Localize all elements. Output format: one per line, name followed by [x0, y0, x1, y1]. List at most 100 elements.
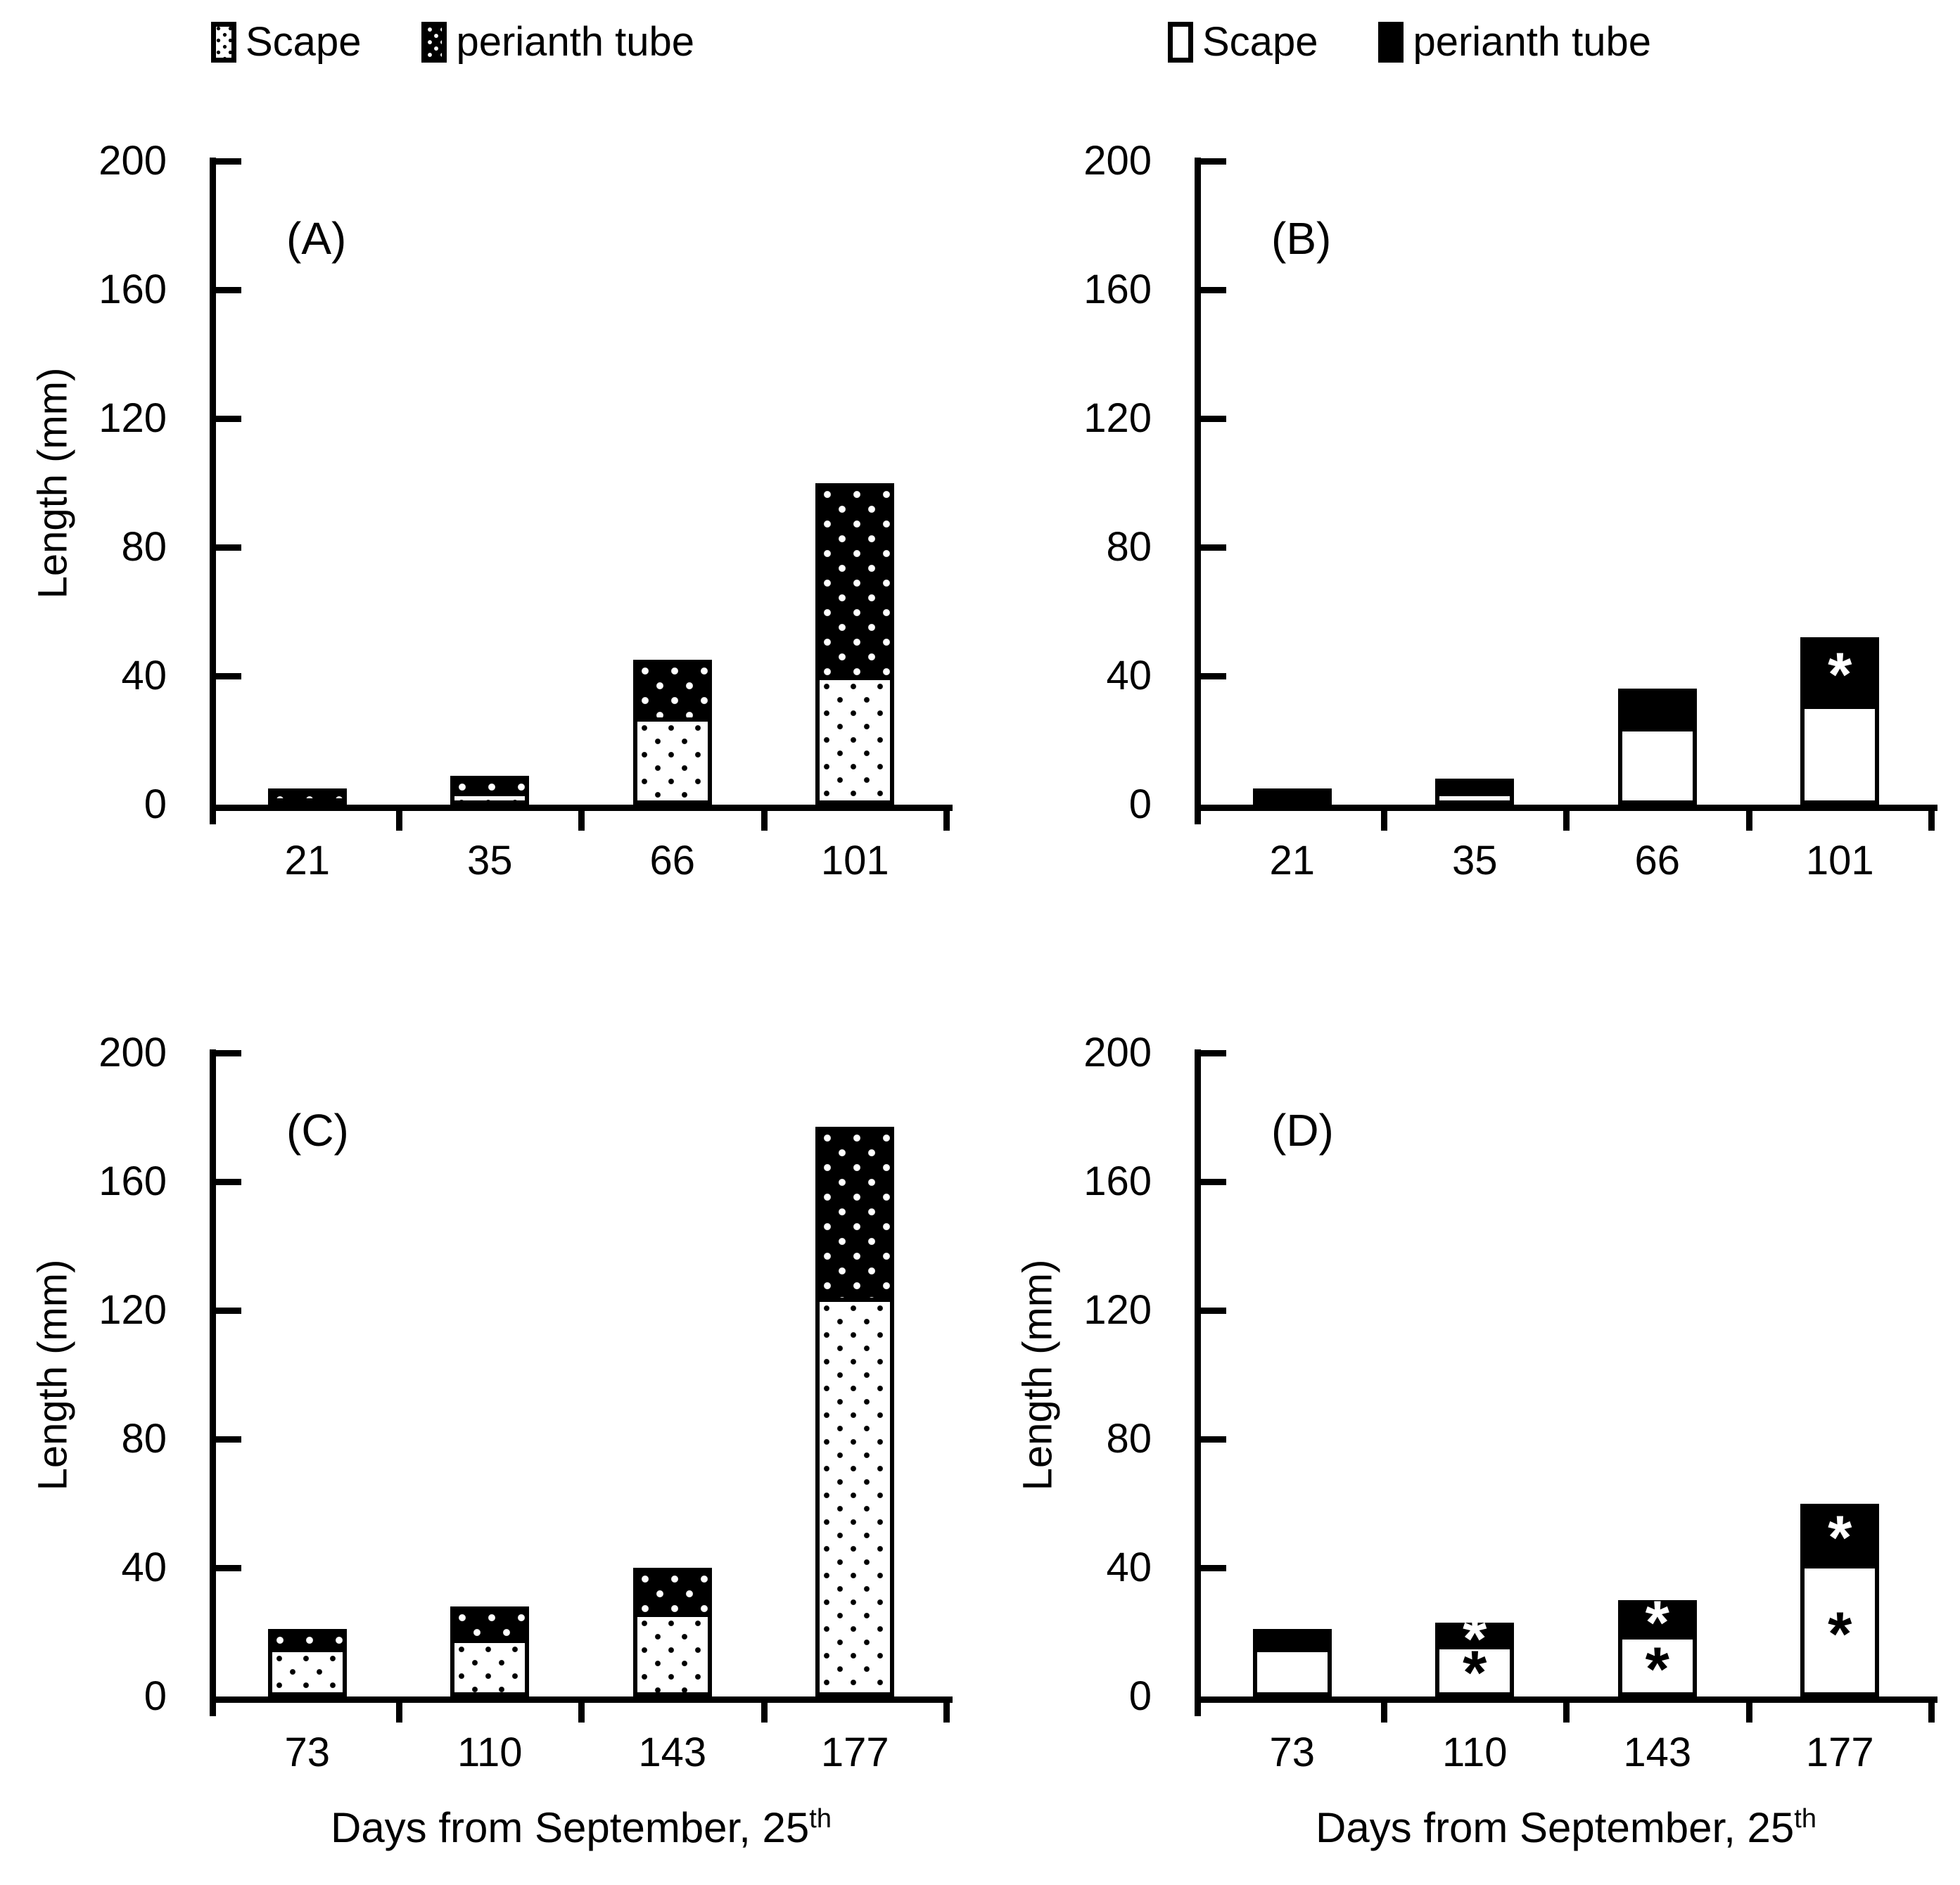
- y-tick: [1201, 1050, 1226, 1056]
- x-tick: [1745, 811, 1752, 831]
- y-tick-label: 160: [98, 267, 167, 312]
- y-tick-label: 200: [1083, 1030, 1152, 1075]
- bar-perianth-segment: [267, 1628, 347, 1649]
- y-axis-line: [210, 1049, 216, 1716]
- significance-asterisk: *: [1645, 1587, 1669, 1657]
- legend-label-perianth: perianth tube: [1413, 19, 1652, 65]
- significance-asterisk: *: [1828, 1502, 1852, 1572]
- y-tick-label: 40: [121, 1545, 167, 1590]
- bar-scape-segment: [1617, 727, 1697, 805]
- y-tick-label: 80: [1106, 524, 1152, 570]
- y-axis-line: [1195, 158, 1201, 824]
- x-tick: [1380, 1703, 1387, 1723]
- x-axis-line: [1195, 1696, 1937, 1703]
- x-tick: [761, 811, 768, 831]
- x-category-label: 35: [1451, 838, 1498, 883]
- legend-item-perianth-dotted: perianth tube: [421, 18, 694, 65]
- y-axis-title: Length (mm): [30, 367, 76, 599]
- x-tick: [395, 1703, 402, 1723]
- y-tick: [1201, 1436, 1226, 1443]
- bar-scape-segment: [450, 791, 530, 805]
- x-category-label: 73: [284, 1730, 330, 1775]
- panel-letter-label: (B): [1271, 213, 1332, 264]
- x-axis-title-superscript: th: [1794, 1804, 1816, 1834]
- bar-scape-segment: [1617, 1635, 1697, 1696]
- legend-label-perianth: perianth tube: [456, 19, 695, 65]
- bar-perianth-segment: [450, 775, 530, 792]
- y-tick: [216, 1179, 241, 1185]
- x-tick: [943, 1703, 950, 1723]
- y-tick: [1201, 416, 1226, 422]
- significance-asterisk: *: [1463, 1637, 1487, 1707]
- x-category-label: 177: [820, 1730, 889, 1775]
- y-tick: [216, 1050, 241, 1056]
- legend-left: Scape perianth tube: [211, 18, 755, 65]
- y-tick: [1201, 1179, 1226, 1185]
- x-axis-line: [210, 805, 953, 811]
- x-axis-title: Days from September, 25th: [330, 1804, 832, 1851]
- significance-asterisk: *: [1828, 1598, 1852, 1668]
- x-tick: [1928, 1703, 1935, 1723]
- y-tick: [216, 158, 241, 165]
- y-axis-title: Length (mm): [1014, 1259, 1061, 1490]
- bar-perianth-segment: [267, 788, 347, 798]
- bar-scape-segment: [1252, 1648, 1332, 1696]
- y-tick: [1201, 1565, 1226, 1571]
- legend-item-scape-plain: Scape: [1168, 18, 1318, 65]
- bar-perianth-segment: [632, 1568, 712, 1614]
- y-tick-label: 40: [1106, 1545, 1152, 1590]
- x-category-label: 143: [1623, 1730, 1692, 1775]
- bar-scape-segment: [267, 1648, 347, 1696]
- significance-asterisk: *: [1463, 1603, 1487, 1673]
- y-tick: [216, 673, 241, 679]
- y-tick-label: 120: [1083, 1287, 1152, 1333]
- scape-plain-swatch-icon: [1168, 21, 1193, 63]
- y-tick-label: 0: [1128, 1673, 1152, 1719]
- y-axis-line: [210, 158, 216, 824]
- y-tick-label: 0: [144, 1673, 167, 1719]
- x-category-label: 101: [820, 838, 889, 883]
- x-tick: [578, 1703, 585, 1723]
- bar-perianth-segment: [1435, 1622, 1515, 1645]
- x-axis-line: [210, 1696, 953, 1703]
- x-axis-line: [1195, 805, 1937, 811]
- y-tick: [1201, 158, 1226, 165]
- y-axis-line: [1195, 1049, 1201, 1716]
- y-tick: [216, 1565, 241, 1571]
- bar-scape-segment: [450, 1638, 530, 1696]
- bar-perianth-segment: [815, 1127, 895, 1298]
- x-category-label: 110: [1442, 1730, 1508, 1775]
- bar-scape-segment: [1252, 798, 1332, 807]
- x-category-label: 21: [1269, 838, 1315, 883]
- x-category-label: 35: [466, 838, 513, 883]
- panel-letter-label: (A): [286, 213, 347, 264]
- y-tick-label: 120: [98, 395, 167, 441]
- bar-scape-segment: [1435, 791, 1515, 805]
- x-tick: [1563, 1703, 1570, 1723]
- legend-item-perianth-plain: perianth tube: [1378, 18, 1651, 65]
- y-tick: [1201, 1308, 1226, 1314]
- y-tick-label: 40: [1106, 653, 1152, 698]
- bar-scape-segment: [632, 717, 712, 805]
- x-category-label: 101: [1805, 838, 1874, 883]
- scape-dotted-swatch-icon: [211, 21, 236, 63]
- y-tick-label: 200: [98, 1030, 167, 1075]
- panel-letter-label: (D): [1271, 1105, 1334, 1156]
- y-tick-label: 200: [1083, 138, 1152, 184]
- bar-perianth-segment: [450, 1606, 530, 1639]
- bar-perianth-segment: [1800, 637, 1880, 705]
- y-tick-label: 80: [1106, 1416, 1152, 1462]
- y-tick-label: 160: [98, 1158, 167, 1204]
- y-tick: [1201, 287, 1226, 293]
- y-tick: [1201, 673, 1226, 679]
- y-tick-label: 120: [98, 1287, 167, 1333]
- y-tick-label: 160: [1083, 1158, 1152, 1204]
- significance-asterisk: *: [1828, 639, 1852, 709]
- perianth-dotted-swatch-icon: [421, 21, 447, 63]
- y-tick-label: 0: [1128, 781, 1152, 827]
- bar-perianth-segment: [632, 660, 712, 718]
- x-category-label: 143: [638, 1730, 707, 1775]
- x-tick: [395, 811, 402, 831]
- bar-scape-segment: [815, 1297, 895, 1696]
- x-tick: [1745, 1703, 1752, 1723]
